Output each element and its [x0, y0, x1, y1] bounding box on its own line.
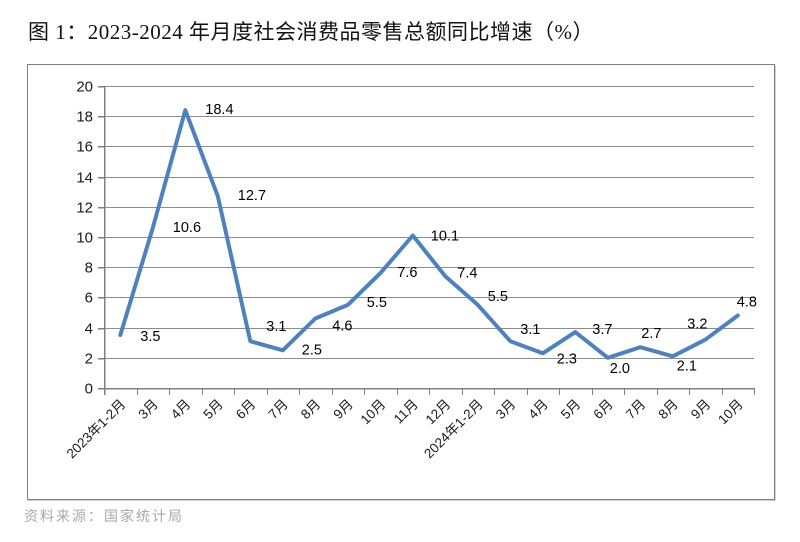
data-label: 7.6	[397, 265, 417, 281]
data-label: 10.1	[431, 229, 459, 245]
chart-container: 0 2 4 6 8 10 12 14 16 18 20 2023年1-2月 3月 4月 5月 6月 7月 8月 9月…	[27, 64, 775, 500]
x-axis-label: 5月	[558, 397, 583, 422]
data-label: 2.7	[641, 326, 661, 342]
y-axis-label: 8	[85, 260, 93, 277]
data-label: 3.1	[266, 319, 286, 335]
y-axis-label: 6	[85, 290, 93, 307]
y-axis-label: 12	[76, 200, 93, 217]
x-axis-label: 8月	[298, 397, 323, 422]
data-label: 7.4	[457, 265, 477, 281]
data-label: 18.4	[205, 102, 233, 118]
data-label: 4.8	[737, 295, 757, 311]
source-note: 资料来源：国家统计局	[24, 510, 184, 525]
x-axis-label: 9月	[688, 397, 713, 422]
data-label: 2.5	[302, 342, 322, 358]
data-label: 3.7	[592, 322, 612, 338]
x-axis-label: 3月	[135, 397, 160, 422]
x-axis-label: 9月	[330, 397, 355, 422]
data-series-line	[118, 108, 740, 360]
data-label: 2.0	[610, 361, 630, 377]
data-label: 3.5	[140, 329, 160, 345]
data-label: 2.1	[677, 358, 697, 374]
x-axis-label: 7月	[265, 397, 290, 422]
x-axis-label: 4月	[525, 397, 550, 422]
x-axis-label: 8月	[655, 397, 680, 422]
y-axis-label: 4	[85, 321, 93, 338]
x-axis-label: 4月	[168, 397, 193, 422]
data-label: 5.5	[488, 289, 508, 305]
y-axis-label: 10	[76, 230, 93, 247]
y-axis-label: 16	[76, 139, 93, 156]
data-label: 3.2	[687, 317, 707, 333]
data-label: 4.6	[332, 319, 352, 335]
y-axis-label: 0	[85, 381, 93, 398]
x-axis-label: 7月	[623, 397, 648, 422]
data-label: 3.1	[520, 322, 540, 338]
data-label: 5.5	[367, 295, 387, 311]
y-axis-label: 18	[76, 109, 93, 126]
x-axis-label: 6月	[590, 397, 615, 422]
x-axis-label: 11月	[391, 397, 421, 427]
data-label: 10.6	[173, 220, 201, 236]
x-axis-label: 2023年1-2月	[64, 397, 129, 462]
y-axis-label: 2	[85, 351, 93, 368]
x-axis-label: 3月	[493, 397, 518, 422]
x-axis-label: 10月	[715, 397, 746, 428]
data-label: 2.3	[557, 351, 577, 367]
x-axis-label: 5月	[200, 397, 225, 422]
data-label: 12.7	[238, 188, 266, 204]
figure-title: 图 1：2023-2024 年月度社会消费品零售总额同比增速（%）	[28, 20, 594, 44]
x-axis-label: 2024年1-2月	[421, 397, 486, 462]
y-axis-label: 14	[76, 170, 93, 187]
y-axis-label: 20	[76, 79, 93, 96]
x-axis-label: 10月	[358, 397, 389, 428]
x-axis-label: 6月	[233, 397, 258, 422]
